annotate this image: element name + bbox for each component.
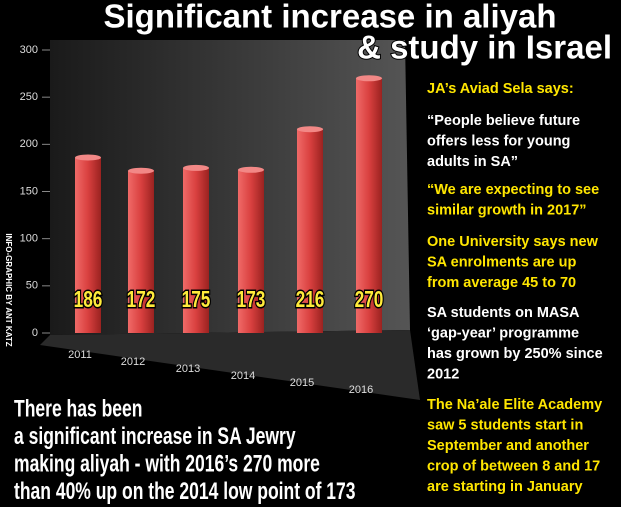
x-tick-label: 2015 (290, 377, 314, 389)
bar (297, 129, 323, 333)
note-line: from average 45 to 70 (427, 275, 576, 291)
x-tick-label: 2011 (68, 349, 92, 361)
value-label: 173 (237, 288, 266, 313)
bar-top (128, 167, 154, 174)
y-tick-label: 300 (20, 44, 38, 56)
note-line: “People believe future (427, 113, 580, 129)
chart-floor (40, 330, 420, 400)
bar (238, 169, 264, 333)
y-tick-label: 200 (20, 138, 38, 150)
value-label-group: 186 (72, 287, 103, 314)
caption-group: making aliyah - with 2016’s 270 more (14, 451, 320, 477)
y-tick-label: 0 (32, 327, 38, 339)
bar (128, 170, 154, 333)
y-tick-label: 50 (26, 280, 38, 292)
caption-line: There has been (14, 396, 142, 422)
note-line: SA students on MASA (427, 305, 580, 321)
bar (356, 78, 382, 333)
bar-top (356, 75, 382, 82)
bar-top (183, 164, 209, 171)
caption-group: than 40% up on the 2014 low point of 173 (14, 478, 356, 504)
caption-group: a significant increase in SA Jewry (14, 423, 296, 449)
note-line: similar growth in 2017” (427, 202, 587, 218)
note-line: The Na’ale Elite Academy (427, 397, 602, 413)
x-tick-label: 2013 (176, 363, 200, 375)
title: Significant increase in aliyah (104, 0, 557, 35)
bar (183, 167, 209, 333)
value-label-group: 175 (180, 287, 211, 314)
note-line: saw 5 students start in (427, 417, 583, 433)
bar-top (238, 166, 264, 173)
note-line: adults in SA” (427, 154, 518, 170)
title: & study in Israel (357, 29, 612, 66)
value-label: 216 (296, 288, 325, 313)
bar-top (75, 154, 101, 161)
y-tick-label: 150 (20, 185, 38, 197)
note-line: has grown by 250% since (427, 346, 603, 362)
value-label: 172 (127, 288, 156, 313)
bar-top (297, 126, 323, 133)
value-label-group: 172 (125, 287, 156, 314)
note-line: are starting in January (427, 479, 583, 495)
value-label-group: 216 (294, 287, 325, 314)
caption-line: than 40% up on the 2014 low point of 173 (14, 478, 356, 504)
bar (75, 157, 101, 333)
x-tick-label: 2016 (349, 384, 373, 396)
x-tick-label: 2014 (231, 370, 255, 382)
note-line: crop of between 8 and 17 (427, 458, 600, 474)
note-line: ‘gap-year’ programme (427, 325, 579, 341)
y-tick-label: 100 (20, 233, 38, 245)
value-label: 175 (182, 288, 211, 313)
note-line: One University says new (427, 234, 599, 250)
note-line: “We are expecting to see (427, 182, 599, 198)
value-label-group: 173 (235, 287, 266, 314)
x-tick-label: 2012 (121, 356, 145, 368)
caption-line: making aliyah - with 2016’s 270 more (14, 451, 320, 477)
value-label-group: 270 (353, 287, 384, 314)
y-tick-label: 250 (20, 91, 38, 103)
value-label: 186 (74, 288, 103, 313)
note-line: offers less for young (427, 133, 570, 149)
note-line: September and another (427, 438, 589, 454)
caption-line: a significant increase in SA Jewry (14, 423, 296, 449)
note-line: JA’s Aviad Sela says: (427, 81, 574, 97)
note-line: SA enrolments are up (427, 254, 576, 270)
caption-group: There has been (14, 396, 142, 422)
value-label: 270 (355, 288, 384, 313)
note-line: 2012 (427, 366, 459, 382)
credit: INFO-GRAPHIC BY ANT KATZ (4, 233, 13, 346)
